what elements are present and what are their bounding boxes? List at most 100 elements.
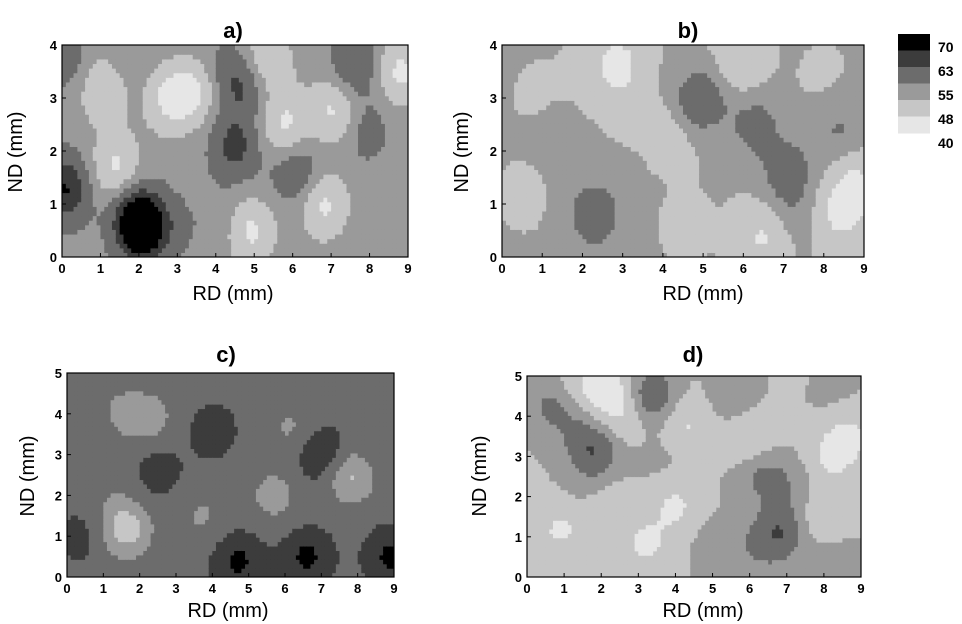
contour-cell xyxy=(65,224,71,230)
contour-cell xyxy=(88,206,94,212)
contour-cell xyxy=(277,95,282,101)
contour-cell xyxy=(138,54,144,60)
x-tick-label: 1 xyxy=(97,261,104,276)
contour-cell xyxy=(358,243,363,249)
contour-cell xyxy=(315,220,321,226)
contour-cell xyxy=(558,132,563,138)
contour-cell xyxy=(77,91,82,97)
contour-cell xyxy=(284,68,290,74)
contour-cell xyxy=(308,132,313,138)
contour-cell xyxy=(250,215,255,221)
contour-cell xyxy=(92,109,98,115)
contour-cell xyxy=(196,81,201,88)
contour-cell xyxy=(131,86,136,92)
contour-cell xyxy=(265,132,271,138)
contour-cell xyxy=(204,141,209,147)
contour-cell xyxy=(331,45,336,51)
contour-cell xyxy=(277,174,282,180)
contour-cell xyxy=(138,160,144,166)
contour-cell xyxy=(273,164,278,171)
contour-cell xyxy=(530,68,535,74)
contour-cell xyxy=(315,183,321,189)
contour-cell xyxy=(158,100,163,106)
contour-cell xyxy=(231,137,236,143)
contour-cell xyxy=(288,146,294,152)
contour-cell xyxy=(334,86,340,92)
contour-cell xyxy=(196,137,201,143)
contour-cell xyxy=(169,201,175,207)
contour-cell xyxy=(235,114,240,120)
contour-cell xyxy=(62,109,67,115)
contour-cell xyxy=(250,187,255,194)
contour-cell xyxy=(334,114,340,120)
contour-cell xyxy=(315,206,321,212)
contour-cell xyxy=(88,132,94,138)
contour-cell xyxy=(546,169,551,175)
contour-cell xyxy=(338,183,344,189)
contour-cell xyxy=(96,146,102,152)
contour-cell xyxy=(566,72,571,78)
contour-cell xyxy=(211,68,217,74)
contour-cell xyxy=(534,220,539,226)
contour-cell xyxy=(542,109,547,115)
contour-cell xyxy=(358,95,363,101)
contour-cell xyxy=(404,238,408,244)
contour-cell xyxy=(115,72,121,78)
contour-cell xyxy=(158,247,163,253)
contour-cell xyxy=(522,132,527,138)
contour-cell xyxy=(384,137,390,143)
contour-cell xyxy=(246,220,251,226)
contour-cell xyxy=(200,100,205,106)
contour-cell xyxy=(246,151,251,157)
contour-cell xyxy=(277,247,282,253)
contour-cell xyxy=(510,109,515,115)
contour-cell xyxy=(227,178,232,184)
contour-cell xyxy=(131,68,136,74)
contour-cell xyxy=(300,137,305,143)
contour-cell xyxy=(208,123,213,129)
contour-cell xyxy=(111,137,117,143)
contour-cell xyxy=(85,151,90,157)
contour-cell xyxy=(127,104,132,111)
contour-cell xyxy=(534,91,539,97)
contour-cell xyxy=(119,169,125,175)
contour-cell xyxy=(85,72,90,78)
contour-cell xyxy=(400,127,405,134)
contour-cell xyxy=(392,109,398,115)
contour-cell xyxy=(369,215,374,221)
contour-cell xyxy=(526,164,531,171)
contour-cell xyxy=(396,164,401,171)
contour-cell xyxy=(65,201,71,207)
contour-cell xyxy=(258,164,263,171)
contour-cell xyxy=(506,54,511,60)
contour-cell xyxy=(358,45,363,51)
contour-cell xyxy=(104,86,109,92)
contour-cell xyxy=(173,229,178,235)
contour-cell xyxy=(384,233,390,240)
contour-cell xyxy=(538,174,543,180)
contour-cell xyxy=(185,100,190,106)
contour-cell xyxy=(530,206,535,212)
contour-cell xyxy=(384,197,390,203)
contour-cell xyxy=(227,243,232,249)
contour-cell xyxy=(265,104,271,111)
contour-cell xyxy=(135,210,140,217)
contour-cell xyxy=(169,100,175,106)
contour-cell xyxy=(300,243,305,249)
contour-cell xyxy=(261,72,267,78)
contour-cell xyxy=(377,192,382,198)
contour-cell xyxy=(546,192,551,198)
contour-cell xyxy=(538,197,543,203)
contour-cell xyxy=(104,192,109,198)
contour-cell xyxy=(304,132,309,138)
contour-cell xyxy=(319,233,325,240)
contour-cell xyxy=(361,178,367,184)
contour-cell xyxy=(522,114,527,120)
contour-cell xyxy=(542,160,547,166)
contour-cell xyxy=(361,164,367,171)
contour-cell xyxy=(177,72,182,78)
contour-cell xyxy=(150,63,155,69)
contour-cell xyxy=(323,81,328,88)
contour-cell xyxy=(227,123,232,129)
contour-cell xyxy=(522,243,527,249)
